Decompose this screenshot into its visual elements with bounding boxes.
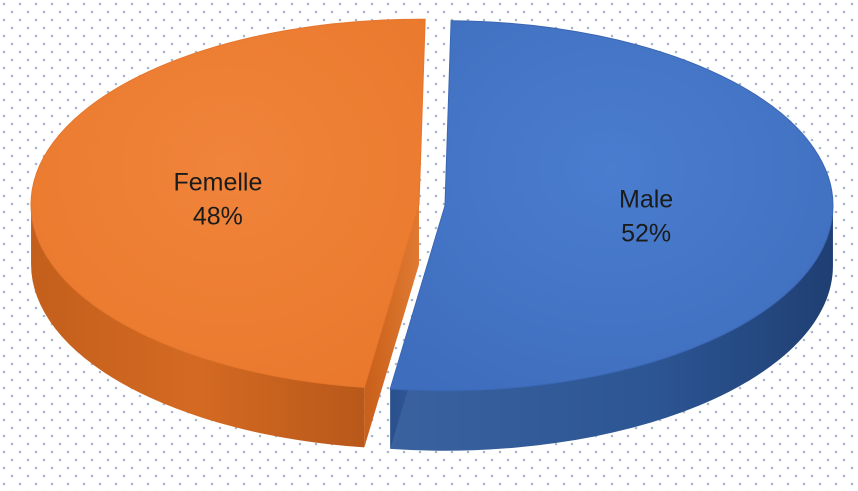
- labels-layer: Femelle 48% Male 52%: [173, 169, 673, 248]
- slice-label-percent: 48%: [193, 203, 243, 231]
- slice-label-name: Femelle: [173, 169, 262, 197]
- pie-slice-male: [389, 20, 834, 451]
- slice-top: [389, 20, 834, 392]
- slices-layer: [30, 18, 834, 451]
- slice-label-percent: 52%: [621, 219, 671, 247]
- slice-label-name: Male: [619, 185, 673, 213]
- slice-side-wall: [31, 204, 365, 448]
- slice-top: [30, 18, 426, 388]
- pie-slice-femelle: [30, 18, 426, 448]
- slice-side-wall: [390, 205, 833, 451]
- slice-cut-wall: [364, 204, 420, 448]
